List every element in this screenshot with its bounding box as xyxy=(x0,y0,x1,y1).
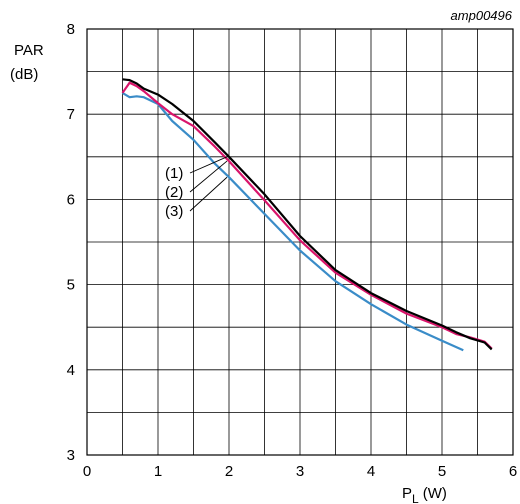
x-tick-label: 3 xyxy=(296,463,304,480)
y-tick-label: 5 xyxy=(67,277,75,294)
series-line-3 xyxy=(121,91,464,352)
x-tick-label: 2 xyxy=(225,463,233,480)
y-tick-label: 4 xyxy=(67,362,75,379)
y-tick-label: 6 xyxy=(67,191,75,208)
x-axis-label: PL (W) xyxy=(402,485,447,504)
x-axis-label-sub: L xyxy=(412,492,419,504)
y-tick-label: 8 xyxy=(67,21,75,38)
grid xyxy=(87,29,513,455)
x-axis-label-unit: (W) xyxy=(423,485,447,502)
x-tick-label: 5 xyxy=(438,463,446,480)
series-leader-3 xyxy=(189,176,228,212)
y-axis-label-line1: PAR xyxy=(14,42,44,59)
series-callouts: (1) (2) (3) xyxy=(165,156,228,220)
x-tick-label: 1 xyxy=(154,463,162,480)
x-tick-label: 6 xyxy=(509,463,517,480)
y-tick-label: 7 xyxy=(67,106,75,123)
series-label-3: (3) xyxy=(165,203,183,220)
series-leader-1 xyxy=(189,156,228,174)
y-axis-label-line2: (dB) xyxy=(10,66,38,83)
x-axis-label-main: P xyxy=(402,485,412,502)
y-tick-label: 3 xyxy=(67,447,75,464)
series-label-2: (2) xyxy=(165,184,183,201)
plot-frame xyxy=(86,28,514,456)
x-tick-label: 4 xyxy=(367,463,375,480)
series-leader-2 xyxy=(189,160,228,193)
series-line-1 xyxy=(122,78,493,351)
series-lines xyxy=(121,78,493,352)
series-label-1: (1) xyxy=(165,165,183,182)
reference-code: amp00496 xyxy=(451,8,513,23)
tick-labels: 0 1 2 3 4 5 6 3 4 5 6 7 8 xyxy=(67,21,518,480)
x-tick-label: 0 xyxy=(83,463,91,480)
series-line-2 xyxy=(121,81,493,350)
